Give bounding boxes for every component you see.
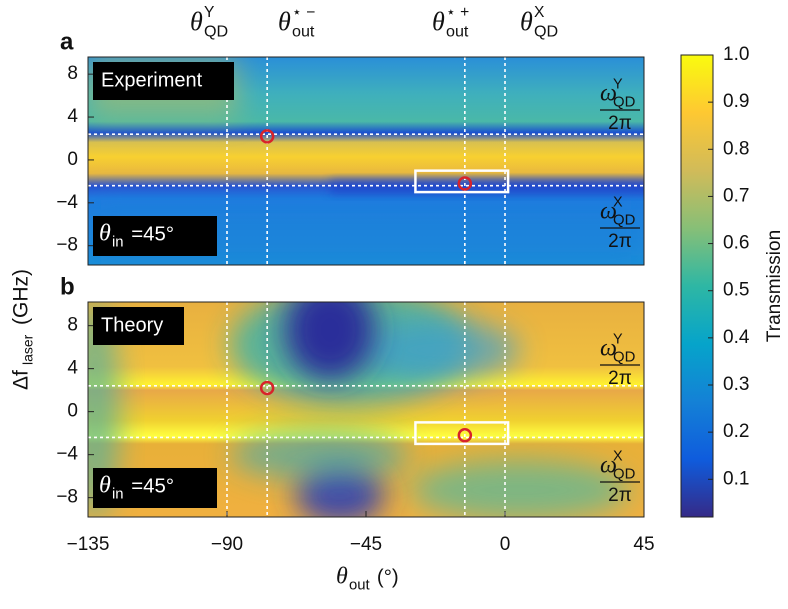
colorbar-tick-label: 1.0 [723,44,749,65]
omega-symbol: ω [600,336,617,362]
omega-sup: X [613,449,623,465]
x-axis-label-text: (°) [377,566,399,588]
top-angle-label-sub: QD [534,23,558,41]
highlight-box [414,421,510,446]
colorbar [681,55,713,517]
y-tick-label: −4 [56,444,78,465]
omega-symbol: ω [600,81,617,107]
heatmap-theory [88,302,644,517]
top-angle-label-sup: Y [204,4,215,21]
marker [457,428,473,443]
y-tick-label: 8 [67,315,78,336]
colorbar-tick-label: 0.3 [723,374,749,395]
theta-in-text: =45° [131,475,174,497]
top-angle-label-sup: ⋆ + [446,4,469,21]
top-angle-label-symbol: θ [278,7,291,36]
x-tick-label: −135 [67,534,110,555]
y-tick-label: −4 [56,192,78,213]
top-angle-label-symbol: θ [190,7,203,36]
theta-in-sub: in [112,487,124,503]
marker [457,176,473,191]
colorbar-tick-label: 0.2 [723,421,749,442]
omega-symbol: ω [600,453,617,479]
top-angle-label-symbol: θ [432,7,445,36]
omega-denominator: 2π [608,485,632,506]
omega-sup: X [613,195,623,211]
panel-letter: b [60,273,75,300]
x-tick-label: −45 [350,534,382,555]
omega-sub: QD [613,467,636,483]
panel-label-box [93,62,234,100]
top-angle-label-sub: out [446,23,469,41]
marker [259,380,275,396]
colorbar-label: Transmission [764,230,785,342]
top-angle-label-sub: QD [204,23,228,41]
colorbar-tick-label: 0.5 [723,280,749,301]
marker [259,129,275,144]
colorbar-frame [680,54,714,518]
theta-in-sub: in [112,235,124,251]
colorbar-tick-label: 0.6 [723,233,749,254]
y-tick-label: 4 [67,358,78,379]
y-tick-label: −8 [56,235,78,256]
x-tick-label: 45 [633,534,654,555]
x-axis-label-symbol: θ [336,564,348,590]
omega-sup: Y [613,77,623,93]
y-axis-label-symbol: Δf [10,370,33,390]
omega-denominator: 2π [608,368,632,389]
omega-sub: QD [613,350,636,366]
omega-sub: QD [613,95,636,111]
y-tick-label: 8 [67,63,78,84]
y-tick-label: −8 [56,487,78,508]
panel-letter: a [60,28,74,55]
colorbar-tick-label: 0.4 [723,327,750,348]
top-angle-label-sup: ⋆ − [292,4,315,21]
colorbar-tick-label: 0.7 [723,185,749,206]
panel-label: Theory [101,314,163,336]
x-axis-label-sub: out [349,578,371,594]
top-angle-label-sup: X [534,4,545,21]
colorbar-tick-label: 0.8 [723,138,749,159]
x-tick-label: 0 [500,534,511,555]
omega-symbol: ω [600,199,617,225]
y-axis-label-text: (GHz) [10,269,33,325]
theta-in-text: =45° [131,223,174,245]
plot-frame [87,56,645,266]
top-angle-label-sub: out [292,23,315,41]
panel-label-box [93,307,184,345]
y-tick-label: 0 [67,149,78,170]
top-angle-label-symbol: θ [520,7,533,36]
theta-in-symbol: θ [99,473,111,499]
theta-in-box [93,216,217,256]
omega-denominator: 2π [608,113,632,134]
y-tick-label: 0 [67,401,78,422]
omega-sup: Y [613,332,623,348]
omega-denominator: 2π [608,231,632,252]
omega-sub: QD [613,213,636,229]
theta-in-box [93,468,217,508]
y-axis-label-sub: laser [20,334,36,365]
highlight-box [414,169,510,194]
theta-in-symbol: θ [99,221,111,247]
y-axis-label: Δf laser (GHz) [10,269,36,390]
colorbar-tick-label: 0.1 [723,468,749,489]
panel-label: Experiment [101,69,203,91]
colorbar-tick-label: 0.9 [723,91,749,112]
x-tick-label: −90 [211,534,243,555]
y-tick-label: 4 [67,106,78,127]
